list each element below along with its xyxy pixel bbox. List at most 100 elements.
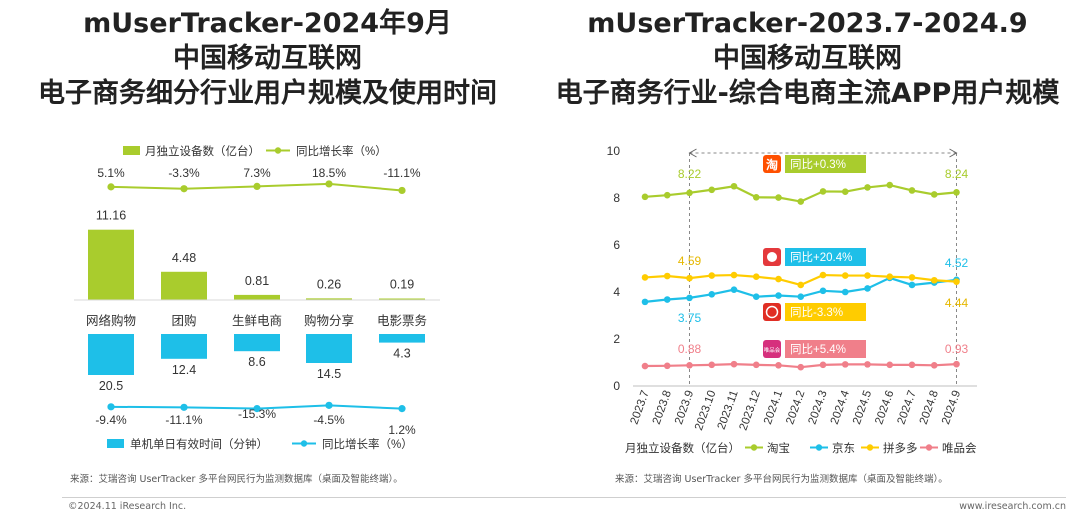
pdd-yoy-badge bbox=[785, 303, 866, 321]
vip-point bbox=[641, 362, 649, 370]
vip-point bbox=[930, 362, 938, 369]
legend-time-growth-marker bbox=[300, 440, 308, 447]
jd-point bbox=[663, 296, 671, 303]
taobao-point bbox=[886, 181, 894, 189]
users-growth-label: -3.3% bbox=[168, 166, 200, 180]
users-growth-label: 7.3% bbox=[243, 166, 271, 180]
jd-point bbox=[864, 285, 871, 292]
vip-point bbox=[819, 361, 827, 369]
users-bar bbox=[306, 298, 352, 300]
taobao-point bbox=[752, 193, 760, 201]
taobao-point bbox=[663, 191, 671, 199]
users-bar bbox=[88, 229, 134, 300]
x-tick-label: 2024.6 bbox=[873, 389, 896, 426]
time-growth-point bbox=[398, 405, 406, 413]
time-bar-value: 14.5 bbox=[317, 367, 341, 381]
pdd-point bbox=[775, 275, 782, 283]
x-tick-label: 2024.3 bbox=[807, 389, 830, 426]
right-chart-title: mUserTracker-2023.7-2024.9 中国移动互联网 电子商务行… bbox=[535, 6, 1080, 111]
users-bar bbox=[234, 294, 280, 300]
vip-point bbox=[864, 361, 871, 368]
legend-time-swatch bbox=[107, 439, 124, 448]
jd-yoy-badge-text: 同比+20.4% bbox=[790, 251, 852, 264]
vip-point bbox=[708, 361, 716, 369]
jd-point bbox=[752, 293, 760, 301]
time-growth-point bbox=[325, 401, 333, 409]
time-bar bbox=[306, 334, 352, 363]
x-tick-label: 2024.8 bbox=[918, 389, 941, 426]
jd-logo-mark bbox=[767, 252, 777, 262]
pdd-point bbox=[930, 276, 938, 284]
jd-yoy-badge bbox=[785, 248, 866, 266]
jd-point bbox=[908, 281, 916, 289]
category-label: 生鲜电商 bbox=[232, 313, 282, 328]
y-tick-label: 4 bbox=[613, 285, 620, 299]
vip-end-value: 0.93 bbox=[945, 342, 969, 356]
time-bar-value: 8.6 bbox=[248, 355, 265, 369]
taobao-point bbox=[730, 182, 738, 190]
legend-users-growth-label: 同比增长率（%） bbox=[296, 144, 387, 158]
x-tick-label: 2023.11 bbox=[716, 389, 741, 431]
users-growth-label: 5.1% bbox=[97, 166, 125, 180]
taobao-point bbox=[819, 188, 827, 195]
users-bar-value: 11.16 bbox=[96, 209, 126, 223]
category-label: 电影票务 bbox=[377, 313, 427, 328]
taobao-yoy-badge bbox=[785, 155, 866, 173]
left-chart-title: mUserTracker-2024年9月 中国移动互联网 电子商务细分行业用户规… bbox=[0, 6, 535, 111]
users-growth-point bbox=[253, 182, 261, 190]
y-tick-label: 0 bbox=[613, 379, 620, 393]
time-bar-value: 12.4 bbox=[172, 363, 196, 377]
jd-start-value: 3.75 bbox=[678, 311, 702, 325]
y-tick-label: 6 bbox=[613, 238, 620, 252]
vip-logo-text: 唯品会 bbox=[764, 346, 781, 354]
category-label: 团购 bbox=[171, 313, 196, 328]
jd-point bbox=[819, 287, 827, 295]
category-label: 购物分享 bbox=[304, 313, 354, 328]
pdd-point bbox=[663, 272, 671, 280]
users-growth-label: -11.1% bbox=[383, 166, 420, 180]
right-title-line3: 电子商务行业-综合电商主流APP用户规模 bbox=[555, 78, 1060, 109]
time-bar bbox=[161, 334, 207, 359]
x-tick-label: 2024.2 bbox=[784, 389, 807, 426]
jd-end-value: 4.52 bbox=[945, 256, 969, 270]
x-tick-label: 2024.9 bbox=[940, 389, 963, 426]
left-title-line3: 电子商务细分行业用户规模及使用时间 bbox=[38, 78, 497, 109]
taobao-yoy-badge-text: 同比+0.3% bbox=[790, 158, 846, 171]
users-bar-value: 0.26 bbox=[317, 277, 341, 291]
taobao-point bbox=[908, 187, 916, 194]
legend-time-label: 单机单日有效时间（分钟） bbox=[130, 437, 268, 451]
vip-logo bbox=[763, 340, 781, 358]
right-title-line1: mUserTracker-2023.7-2024.9 bbox=[587, 8, 1028, 39]
pdd-point bbox=[886, 273, 894, 281]
x-tick-label: 2023.10 bbox=[693, 389, 718, 432]
x-tick-label: 2023.9 bbox=[673, 389, 696, 426]
vip-point bbox=[797, 363, 805, 371]
footer-copyright: ©2024.11 iResearch Inc. bbox=[68, 501, 187, 512]
footer-website[interactable]: www.iresearch.com.cn bbox=[959, 501, 1066, 512]
y-tick-label: 10 bbox=[607, 144, 621, 158]
right-title-line2: 中国移动互联网 bbox=[713, 43, 902, 74]
vip-legend-label: 唯品会 bbox=[942, 442, 977, 455]
left-source-note: 来源：艾瑞咨询 UserTracker 多平台网民行为监测数据库（桌面及智能终端… bbox=[70, 474, 403, 485]
pdd-point bbox=[686, 274, 693, 282]
users-growth-label: 18.5% bbox=[312, 166, 346, 180]
users-bar-value: 0.81 bbox=[245, 274, 269, 288]
y-tick-label: 8 bbox=[613, 191, 620, 205]
users-bar-value: 4.48 bbox=[172, 251, 196, 265]
users-growth-point bbox=[180, 185, 188, 193]
users-bar bbox=[161, 271, 207, 300]
time-bar-value: 4.3 bbox=[393, 347, 410, 361]
taobao-point bbox=[686, 189, 693, 197]
y-tick-label: 2 bbox=[613, 332, 620, 346]
vip-yoy-badge bbox=[785, 340, 866, 358]
taobao-end-value: 8.24 bbox=[945, 167, 969, 181]
vip-point bbox=[752, 361, 760, 369]
taobao-point bbox=[775, 194, 782, 201]
legend-users-growth-marker bbox=[274, 147, 282, 154]
vip-point bbox=[908, 361, 916, 369]
footer-divider bbox=[62, 497, 1066, 498]
users-growth-point bbox=[107, 183, 115, 191]
users-growth-point bbox=[325, 180, 333, 188]
pdd-start-value: 4.59 bbox=[678, 254, 702, 268]
legend-users-label: 月独立设备数（亿台） bbox=[145, 144, 260, 158]
